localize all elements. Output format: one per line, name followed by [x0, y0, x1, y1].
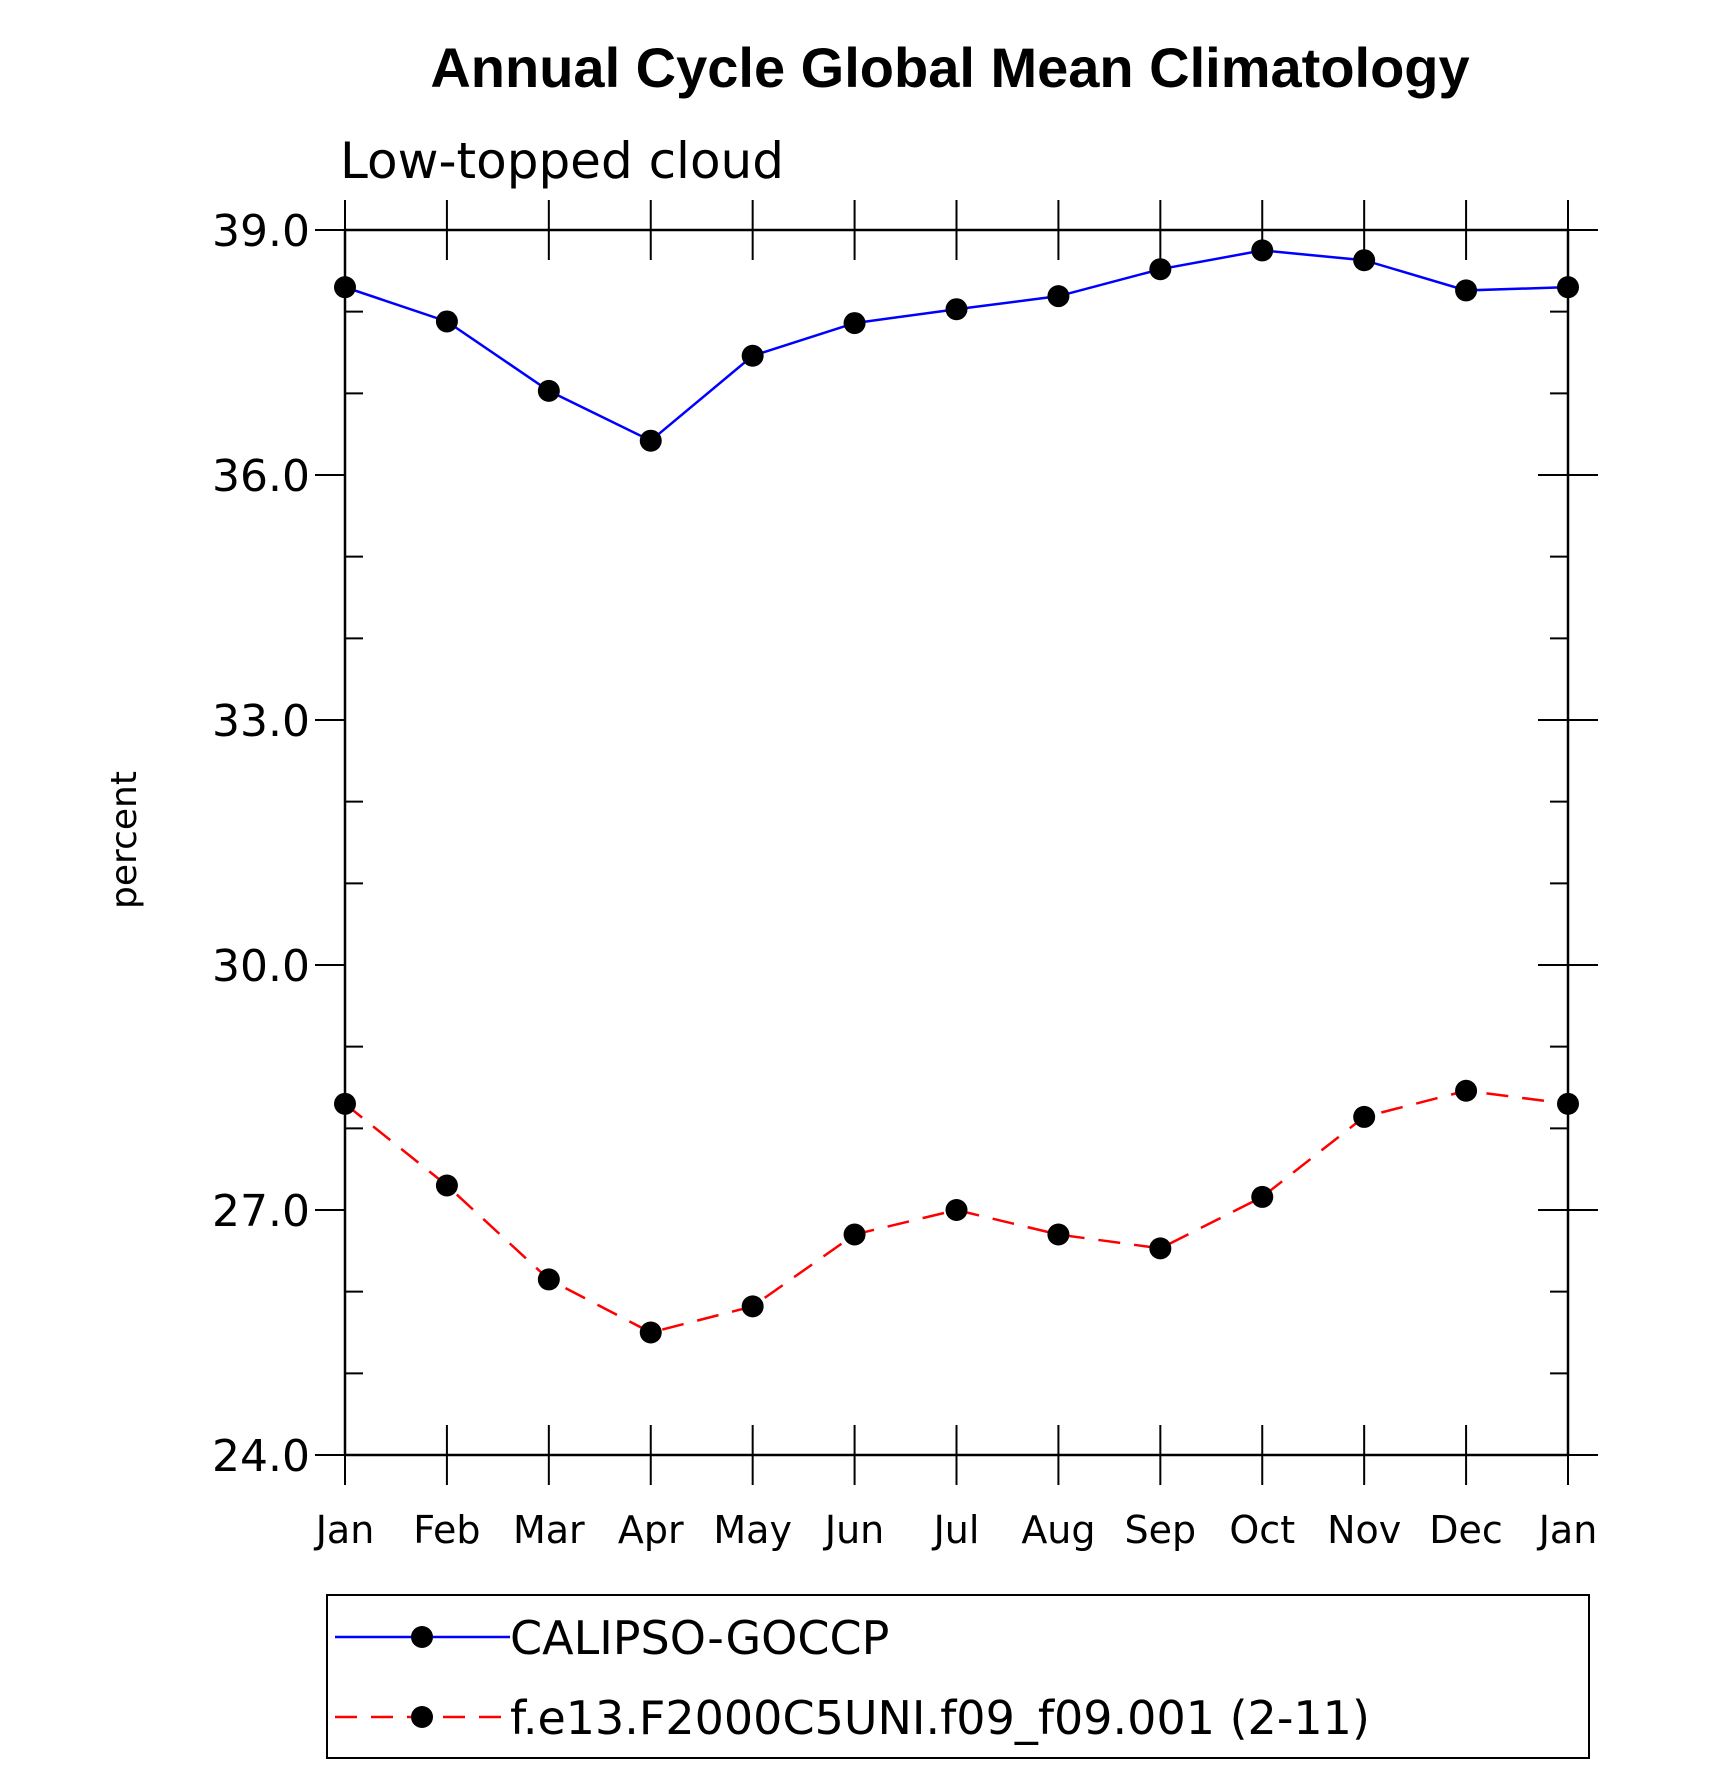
legend-box	[326, 1594, 1590, 1759]
series-2-marker	[1251, 1185, 1274, 1208]
series-1-marker	[1557, 276, 1579, 299]
legend: CALIPSO-GOCCP f.e13.F2000C5UNI.f09_f09.00…	[326, 1594, 1590, 1759]
x-tick-label: Jan	[314, 1508, 375, 1552]
series-2-marker	[537, 1268, 560, 1291]
series-2-marker	[334, 1092, 356, 1115]
y-axis-label: percent	[104, 771, 145, 909]
chart-title: Annual Cycle Global Mean Climatology	[430, 36, 1469, 99]
series-1-marker	[537, 379, 560, 402]
series-2-marker	[945, 1199, 968, 1221]
x-tick-label: Mar	[513, 1508, 585, 1552]
chart-subtitle: Low-topped cloud	[340, 132, 784, 190]
x-tick-label: Jan	[1537, 1508, 1598, 1552]
series-1-marker	[639, 429, 662, 452]
series-2-marker	[1353, 1105, 1376, 1128]
series-2-marker	[843, 1223, 866, 1246]
y-tick-label: 24.0	[212, 1431, 310, 1482]
x-tick-label: May	[713, 1508, 792, 1552]
x-tick-label: Aug	[1021, 1508, 1095, 1552]
series-2-marker	[1149, 1237, 1172, 1260]
x-tick-label: Nov	[1327, 1508, 1401, 1552]
x-tick-label: Oct	[1229, 1508, 1295, 1552]
x-tick-label: Feb	[413, 1508, 480, 1552]
x-tick-label: Sep	[1125, 1508, 1197, 1552]
legend-label-2: f.e13.F2000C5UNI.f09_f09.001 (2-11)	[510, 1691, 1370, 1745]
series-2-marker	[639, 1321, 662, 1344]
series-1-marker	[1047, 285, 1070, 308]
legend-swatch-marker-2	[411, 1706, 433, 1728]
series-1-marker	[1149, 258, 1172, 281]
x-tick-label: Apr	[618, 1508, 684, 1552]
series-2-marker	[741, 1295, 764, 1318]
series-1-marker	[334, 276, 356, 299]
series-1-marker	[1353, 249, 1376, 272]
series-2-marker	[1557, 1092, 1579, 1115]
series-layer	[334, 239, 1579, 1344]
series-1-marker	[945, 298, 968, 321]
y-tick-label: 33.0	[212, 696, 310, 747]
y-tick-label: 27.0	[212, 1186, 310, 1237]
y-tick-label: 36.0	[212, 451, 310, 502]
series-2-marker	[1047, 1223, 1070, 1246]
series-1-marker	[1455, 279, 1478, 302]
series-1-marker	[843, 312, 866, 335]
series-1-marker	[435, 310, 458, 333]
series-1-marker	[741, 344, 764, 367]
series-line-1	[344, 249, 1569, 443]
series-2-marker	[1455, 1079, 1478, 1102]
axes: 24.0 27.0 30.0 33.0 36.0 39.0 Jan Feb Mar Apr May J…	[212, 200, 1598, 1552]
x-tick-label: Jun	[823, 1508, 884, 1552]
legend-label-1: CALIPSO-GOCCP	[510, 1611, 889, 1665]
series-2-marker	[435, 1174, 458, 1197]
series-1-marker	[1251, 239, 1274, 262]
legend-swatch-marker-1	[411, 1626, 433, 1648]
y-tick-label: 39.0	[212, 206, 310, 257]
plot-frame	[343, 228, 1570, 1457]
y-tick-label: 30.0	[212, 941, 310, 992]
x-tick-label: Dec	[1429, 1508, 1503, 1552]
x-tick-label: Jul	[932, 1508, 980, 1552]
